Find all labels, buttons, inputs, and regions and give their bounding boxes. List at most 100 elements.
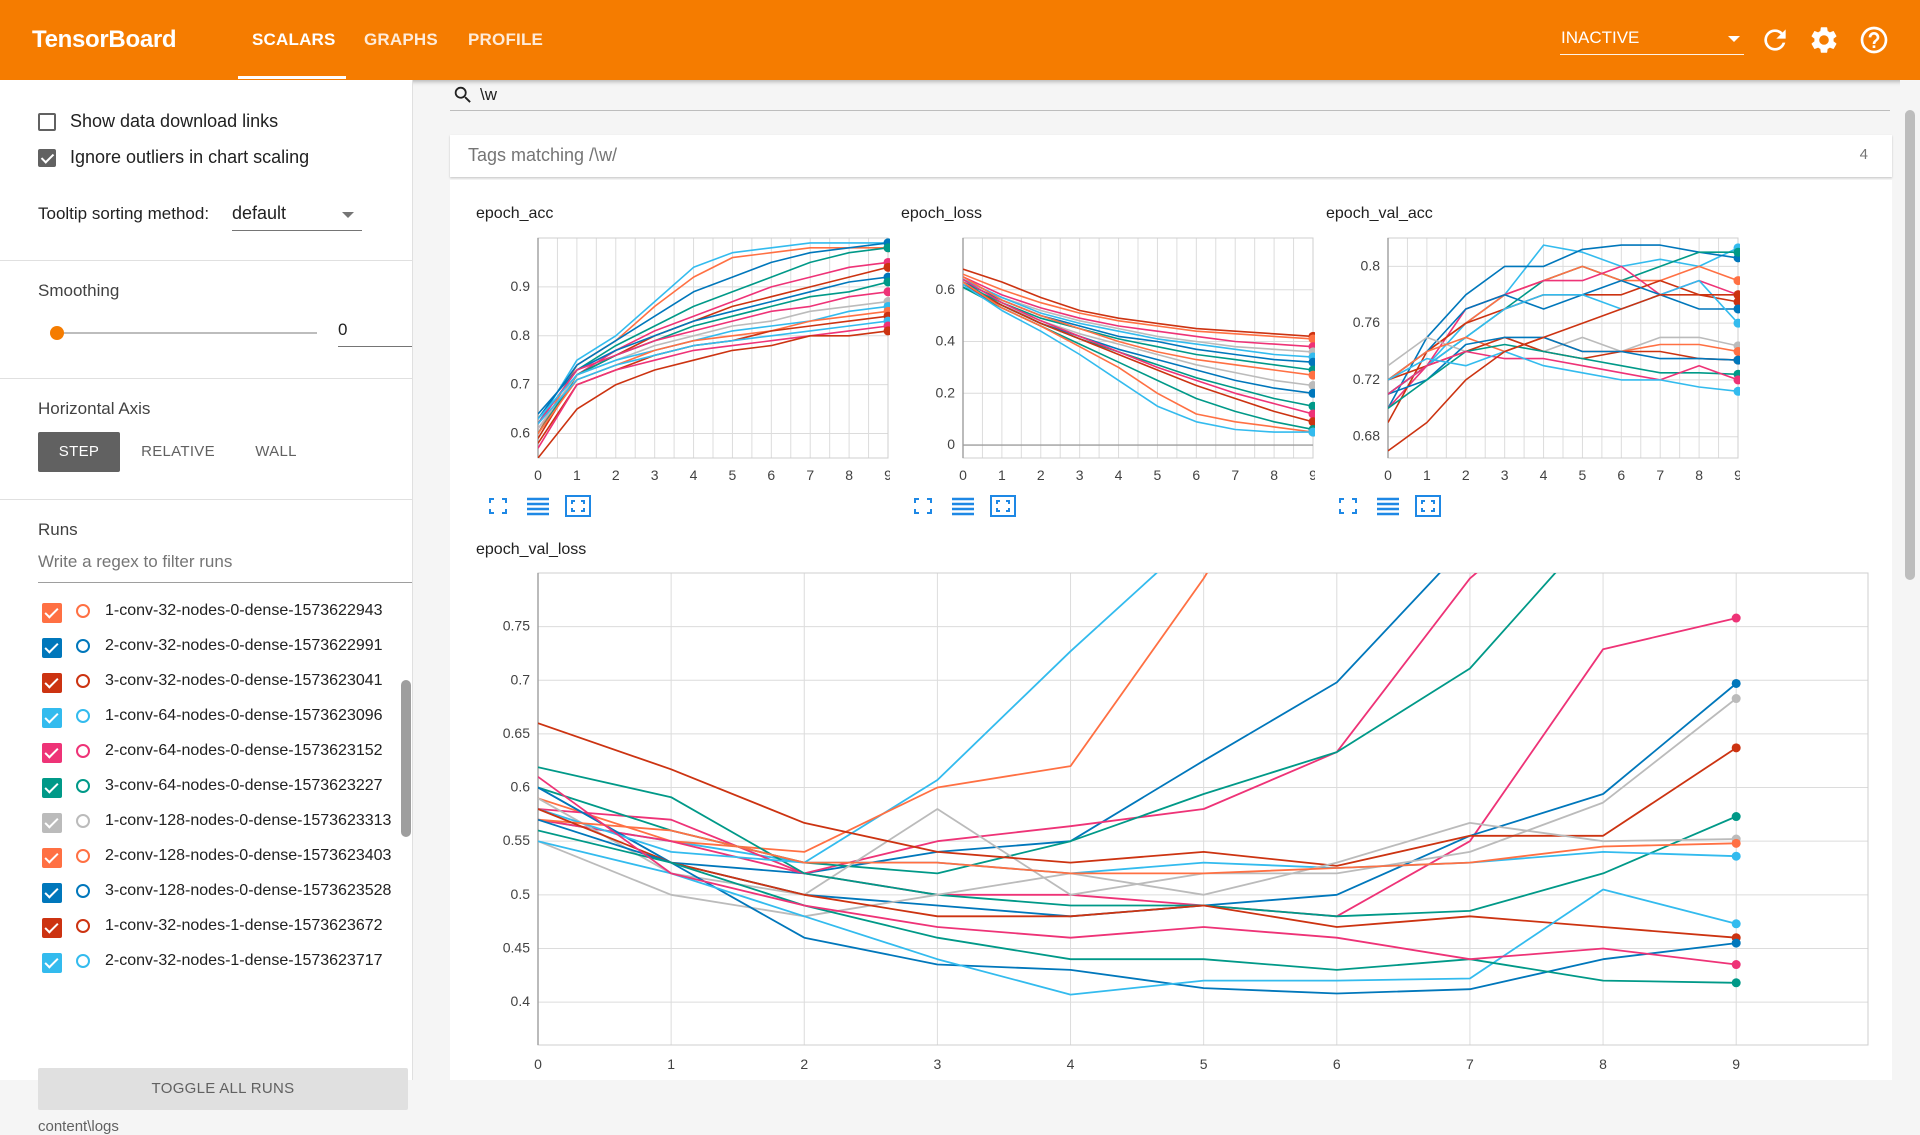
- series-end-point[interactable]: [1731, 838, 1741, 848]
- tab-scalars[interactable]: SCALARS: [252, 30, 336, 49]
- series-line[interactable]: [538, 565, 1736, 875]
- series-end-point[interactable]: [1731, 743, 1741, 753]
- series-line[interactable]: [1388, 244, 1738, 409]
- series-end-point[interactable]: [1733, 347, 1741, 357]
- series-line[interactable]: [963, 276, 1313, 348]
- series-line[interactable]: [1388, 350, 1738, 395]
- ignore-outliers-checkbox[interactable]: [38, 149, 56, 167]
- chart-epoch-acc[interactable]: 0.6 0.7 0.8 0.9 0 1 2 3 4 5 6 7 8 9: [470, 230, 890, 490]
- series-line[interactable]: [963, 278, 1313, 353]
- help-icon[interactable]: [1858, 24, 1890, 56]
- tab-profile[interactable]: PROFILE: [468, 30, 544, 49]
- series-line[interactable]: [538, 291, 888, 425]
- page-scrollbar[interactable]: [1900, 80, 1920, 1080]
- series-line[interactable]: [538, 242, 888, 425]
- run-item[interactable]: 1-conv-64-nodes-0-dense-1573623096: [0, 700, 400, 734]
- series-end-point[interactable]: [883, 277, 891, 287]
- haxis-relative-button[interactable]: RELATIVE: [141, 443, 215, 460]
- run-item[interactable]: 3-conv-32-nodes-0-dense-1573623041: [0, 665, 400, 699]
- series-end-point[interactable]: [1308, 427, 1316, 437]
- series-line[interactable]: [538, 818, 1737, 875]
- series-line[interactable]: [963, 268, 1313, 338]
- tab-graphs[interactable]: GRAPHS: [364, 30, 438, 49]
- series-end-point[interactable]: [1731, 613, 1741, 623]
- series-end-point[interactable]: [1733, 290, 1741, 300]
- fit-domain-icon[interactable]: [564, 494, 592, 518]
- run-checkbox[interactable]: [42, 708, 62, 728]
- run-item[interactable]: 3-conv-64-nodes-0-dense-1573623227: [0, 770, 400, 804]
- series-end-point[interactable]: [1731, 694, 1741, 704]
- lines-icon[interactable]: [524, 494, 552, 518]
- fit-domain-icon[interactable]: [989, 494, 1017, 518]
- fullscreen-icon[interactable]: [1334, 494, 1362, 518]
- series-line[interactable]: [963, 273, 1313, 340]
- series-line[interactable]: [538, 808, 1737, 875]
- smoothing-input[interactable]: 0: [338, 316, 412, 347]
- series-end-point[interactable]: [1733, 297, 1741, 307]
- run-item[interactable]: 2-conv-64-nodes-0-dense-1573623152: [0, 735, 400, 769]
- tooltip-sorting-dropdown[interactable]: default: [232, 200, 362, 231]
- run-checkbox[interactable]: [42, 673, 62, 693]
- series-end-point[interactable]: [883, 326, 891, 336]
- page-scrollbar-thumb[interactable]: [1905, 110, 1915, 580]
- run-color-swatch[interactable]: [76, 954, 90, 968]
- lines-icon[interactable]: [1374, 494, 1402, 518]
- gear-icon[interactable]: [1808, 24, 1840, 56]
- series-end-point[interactable]: [1733, 355, 1741, 365]
- run-item[interactable]: 2-conv-32-nodes-0-dense-1573622991: [0, 630, 400, 664]
- series-end-point[interactable]: [1308, 381, 1316, 391]
- series-line[interactable]: [538, 818, 1737, 995]
- series-end-point[interactable]: [1731, 678, 1741, 688]
- run-item[interactable]: 1-conv-128-nodes-0-dense-1573623313: [0, 805, 400, 839]
- series-line[interactable]: [538, 821, 1737, 918]
- tag-filter-input[interactable]: \w: [450, 80, 1890, 111]
- chart-epoch-val-loss[interactable]: 0.4 0.45 0.5 0.55 0.6 0.65 0.7 0.75 0 1 2 3 4 5 6 7 8 9: [470, 565, 1880, 1080]
- fullscreen-icon[interactable]: [484, 494, 512, 518]
- run-color-swatch[interactable]: [76, 639, 90, 653]
- run-color-swatch[interactable]: [76, 814, 90, 828]
- series-line[interactable]: [963, 276, 1313, 376]
- run-color-swatch[interactable]: [76, 884, 90, 898]
- tag-group-header[interactable]: Tags matching /\w/ 4: [450, 135, 1892, 177]
- run-checkbox[interactable]: [42, 918, 62, 938]
- series-end-point[interactable]: [1733, 375, 1741, 385]
- series-line[interactable]: [538, 325, 888, 449]
- run-checkbox[interactable]: [42, 603, 62, 623]
- toggle-all-runs-button[interactable]: TOGGLE ALL RUNS: [38, 1068, 408, 1110]
- run-color-swatch[interactable]: [76, 674, 90, 688]
- run-item[interactable]: 3-conv-128-nodes-0-dense-1573623528: [0, 875, 400, 909]
- series-end-point[interactable]: [1733, 386, 1741, 396]
- chart-epoch-loss[interactable]: 0 0.2 0.4 0.6 0 1 2 3 4 5 6 7 8 9: [895, 230, 1315, 490]
- haxis-wall-button[interactable]: WALL: [255, 443, 297, 460]
- refresh-icon[interactable]: [1759, 24, 1791, 56]
- haxis-step-button[interactable]: STEP: [38, 432, 120, 472]
- series-line[interactable]: [1388, 350, 1738, 393]
- run-checkbox[interactable]: [42, 953, 62, 973]
- run-color-swatch[interactable]: [76, 779, 90, 793]
- run-color-swatch[interactable]: [76, 744, 90, 758]
- series-line[interactable]: [963, 283, 1313, 371]
- run-checkbox[interactable]: [42, 743, 62, 763]
- series-line[interactable]: [1388, 279, 1738, 395]
- series-line[interactable]: [538, 766, 1737, 918]
- series-end-point[interactable]: [1308, 370, 1316, 380]
- series-line[interactable]: [538, 247, 888, 425]
- series-end-point[interactable]: [883, 287, 891, 297]
- series-line[interactable]: [1388, 294, 1738, 452]
- series-line[interactable]: [538, 617, 1737, 918]
- run-color-swatch[interactable]: [76, 919, 90, 933]
- series-line[interactable]: [538, 776, 1737, 966]
- run-checkbox[interactable]: [42, 778, 62, 798]
- series-end-point[interactable]: [883, 243, 891, 253]
- fullscreen-icon[interactable]: [909, 494, 937, 518]
- plugin-selector[interactable]: INACTIVE: [1560, 24, 1744, 55]
- run-color-swatch[interactable]: [76, 709, 90, 723]
- runs-filter-input[interactable]: Write a regex to filter runs: [38, 550, 412, 583]
- series-line[interactable]: [538, 840, 1737, 996]
- series-line[interactable]: [963, 283, 1313, 433]
- series-line[interactable]: [963, 283, 1313, 423]
- smoothing-slider-thumb[interactable]: [50, 326, 64, 340]
- series-line[interactable]: [538, 565, 1736, 864]
- run-checkbox[interactable]: [42, 638, 62, 658]
- series-line[interactable]: [538, 242, 888, 420]
